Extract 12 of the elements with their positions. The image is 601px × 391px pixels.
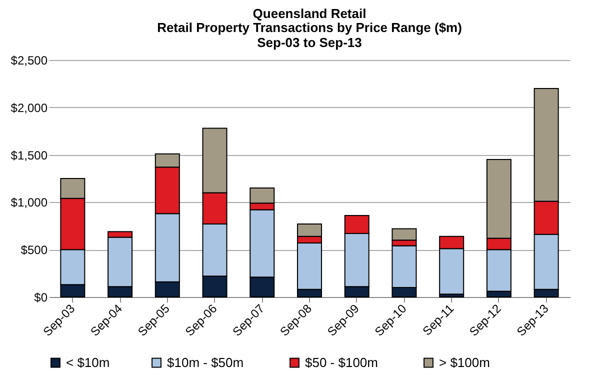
- legend-label: $50 - $100m: [305, 354, 378, 370]
- legend-label: < $10m: [66, 354, 110, 370]
- chart-title: Queensland Retail: [252, 6, 366, 21]
- y-tick-label: $500: [20, 243, 48, 258]
- legend-label: > $100m: [439, 354, 490, 370]
- y-tick-label: $2,500: [10, 54, 48, 68]
- y-tick-label: $2,000: [10, 100, 48, 115]
- y-tick-label: $1,500: [10, 148, 48, 162]
- y-tick-label: $0: [34, 290, 48, 304]
- chart-subtitle: Retail Property Transactions by Price Range ($m) Sep-03 to Sep-13: [157, 20, 462, 50]
- legend-label: $10m - $50m: [167, 354, 244, 370]
- y-tick-label: $1,000: [10, 196, 48, 210]
